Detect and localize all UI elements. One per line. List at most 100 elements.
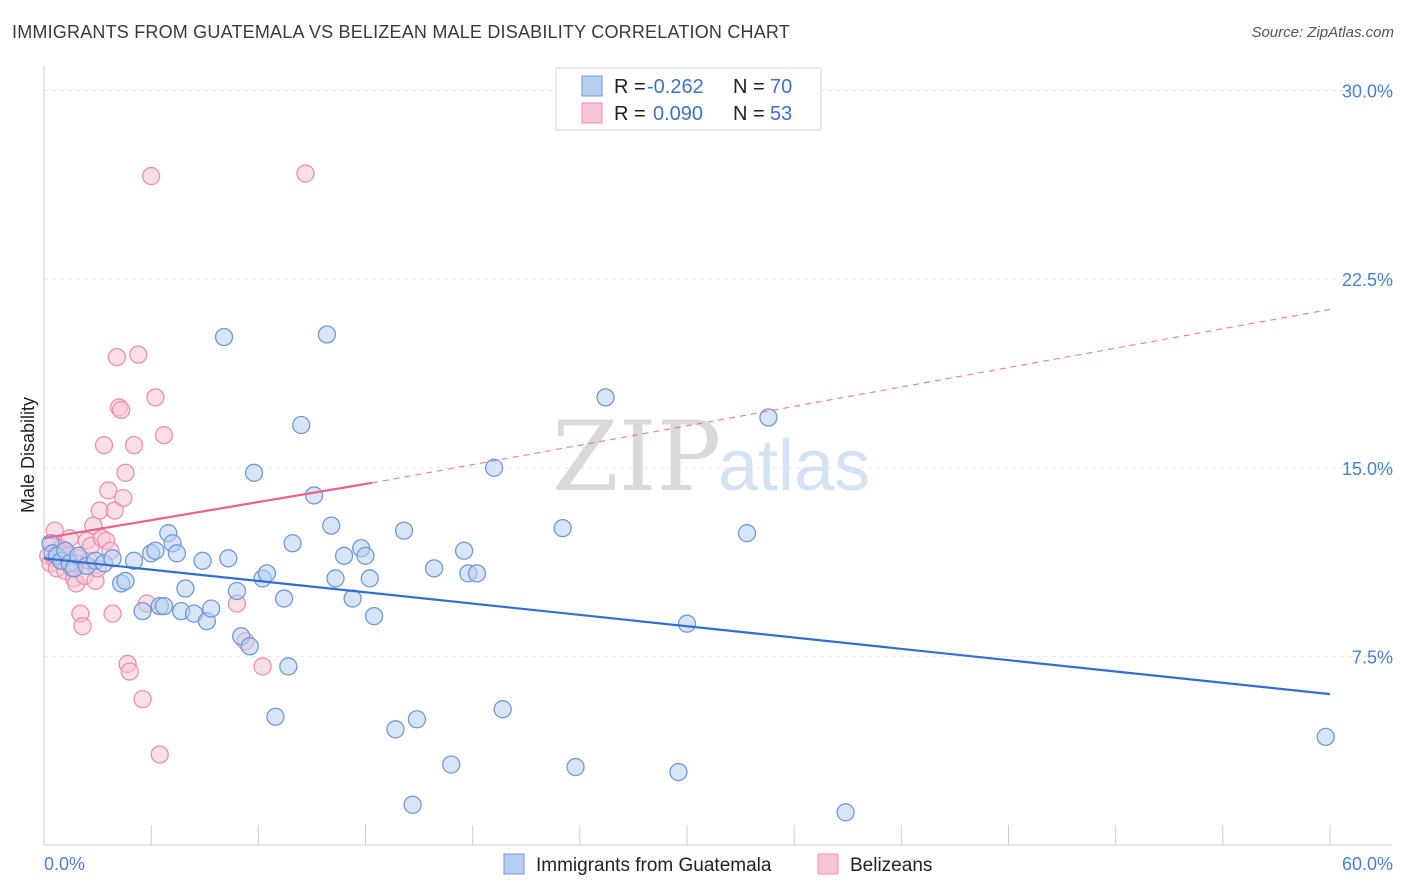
stats-legend: R = -0.262 N = 70 R = 0.090 N = 53 [555, 67, 822, 131]
point-guatemala [257, 564, 277, 583]
point-belizean [120, 662, 139, 681]
legend-swatch-pink [581, 102, 603, 124]
x-tick-label: 0.0% [44, 854, 85, 874]
point-guatemala [1316, 727, 1335, 747]
point-guatemala [356, 546, 375, 565]
point-belizean [133, 689, 152, 709]
point-guatemala [394, 521, 414, 540]
legend-n-label-2: N = [733, 103, 765, 125]
y-tick-label: 30.0% [1342, 82, 1393, 102]
watermark: ZIP atlas [552, 401, 870, 513]
point-guatemala [244, 463, 264, 482]
point-guatemala [669, 762, 688, 782]
point-guatemala [596, 388, 615, 407]
series-swatch-guatemala [503, 853, 525, 875]
watermark-zip: ZIP [552, 401, 721, 513]
legend-r-value-2: 0.090 [653, 103, 703, 125]
y-tick-label: 22.5% [1342, 270, 1393, 290]
point-guatemala [133, 601, 152, 621]
axes [43, 66, 1392, 846]
point-guatemala [403, 795, 422, 814]
point-guatemala [454, 541, 474, 560]
point-guatemala [283, 534, 302, 553]
point-belizean [114, 488, 133, 508]
legend-swatch-blue [581, 75, 603, 97]
point-guatemala [219, 549, 238, 568]
legend-r-label-2: R = [614, 103, 646, 125]
point-belizean [142, 166, 161, 186]
point-guatemala [836, 803, 855, 822]
point-belizean [94, 436, 114, 455]
point-belizean [129, 345, 148, 364]
series-label-guatemala: Immigrants from Guatemala [536, 855, 772, 876]
point-guatemala [227, 581, 247, 601]
point-guatemala [442, 755, 461, 774]
point-belizean [296, 164, 315, 183]
point-guatemala [326, 569, 345, 588]
point-guatemala [407, 710, 427, 729]
x-tick-labels: 0.0% 60.0% [44, 854, 1393, 874]
point-guatemala [124, 551, 144, 570]
point-guatemala [317, 325, 337, 344]
series-swatch-belizeans [817, 853, 839, 875]
point-guatemala [677, 614, 697, 633]
point-guatemala [493, 700, 512, 719]
point-belizean [116, 463, 135, 482]
point-guatemala [279, 657, 298, 676]
chart-source: Source: ZipAtlas.com [1251, 24, 1394, 41]
point-belizean [105, 501, 124, 520]
point-belizean [124, 436, 144, 455]
trend-line-belizeans-extension [371, 308, 1331, 484]
point-guatemala [202, 599, 221, 618]
point-guatemala [167, 544, 187, 563]
point-belizean [73, 617, 92, 636]
point-guatemala [467, 564, 487, 583]
point-guatemala [193, 551, 212, 570]
legend-n-value-2: 53 [770, 103, 792, 125]
point-belizean [253, 657, 272, 676]
trend-lines [43, 308, 1331, 696]
point-guatemala [566, 757, 585, 777]
trend-line-guatemala [43, 557, 1331, 696]
x-tick-label: 60.0% [1342, 854, 1393, 874]
point-belizean [112, 400, 131, 420]
point-guatemala [334, 546, 354, 565]
point-guatemala [116, 571, 135, 591]
point-guatemala [176, 579, 195, 598]
point-belizean [107, 347, 127, 367]
legend-r-label-1: R = [614, 76, 646, 98]
legend-n-label-1: N = [733, 76, 765, 98]
point-guatemala [146, 541, 165, 560]
point-guatemala [322, 516, 341, 535]
data-points [39, 164, 1335, 822]
point-belizean [99, 481, 118, 500]
point-guatemala [484, 458, 504, 477]
y-tick-labels: 7.5% 15.0% 22.5% 30.0% [1342, 82, 1393, 668]
chart-title: IMMIGRANTS FROM GUATEMALA VS BELIZEAN MA… [12, 22, 791, 42]
point-belizean [146, 388, 165, 407]
point-guatemala [386, 720, 405, 739]
point-belizean [103, 604, 122, 623]
point-guatemala [737, 524, 757, 543]
legend-r-value-1: -0.262 [647, 76, 704, 98]
point-guatemala [292, 415, 311, 435]
y-tick-label: 7.5% [1352, 647, 1393, 667]
series-label-belizeans: Belizeans [850, 855, 932, 876]
y-axis-label: Male Disability [18, 397, 38, 513]
grid-lines [44, 90, 1392, 657]
point-belizean [150, 745, 169, 764]
point-guatemala [424, 559, 444, 578]
point-guatemala [103, 549, 122, 568]
point-guatemala [154, 596, 174, 616]
watermark-atlas: atlas [718, 426, 870, 506]
point-guatemala [240, 637, 259, 656]
point-guatemala [266, 707, 285, 726]
series-legend: Immigrants from Guatemala Belizeans [503, 853, 932, 876]
trend-line-belizeans [43, 481, 373, 540]
point-guatemala [759, 408, 778, 427]
point-guatemala [364, 607, 384, 626]
point-belizean [154, 425, 174, 445]
y-tick-label: 15.0% [1342, 459, 1393, 479]
point-guatemala [553, 518, 572, 538]
